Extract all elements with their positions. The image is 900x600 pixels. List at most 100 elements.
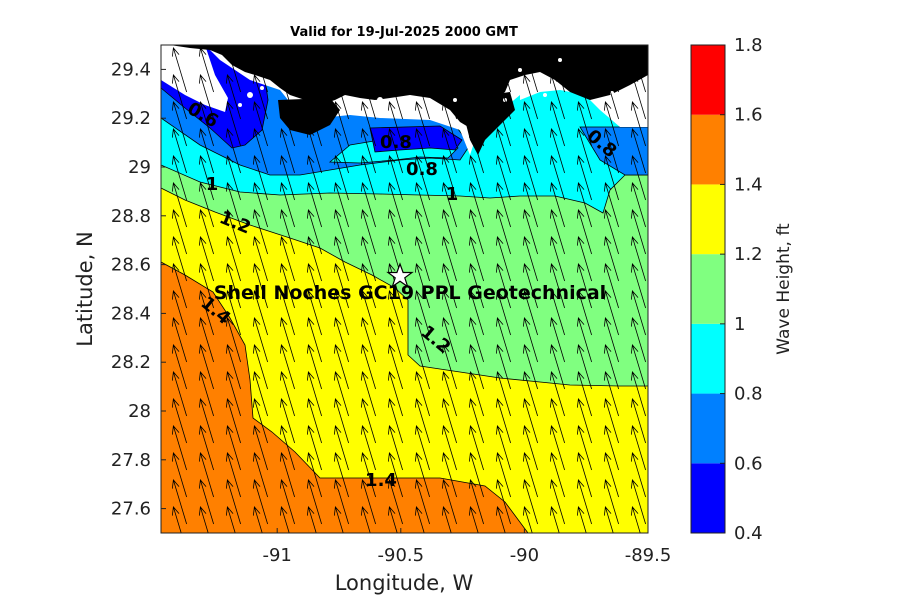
wave-arrow [576,452,592,498]
wave-arrow [576,101,592,147]
wave-arrow [225,506,236,533]
wave-arrow [414,155,430,201]
wave-arrow [549,209,565,255]
wave-arrow [225,101,241,147]
wave-arrow [333,371,349,417]
y-tick-label: 29.2 [111,108,151,129]
wave-arrow [360,344,376,390]
wave-arrow [522,155,538,201]
wave-arrow [495,371,511,417]
wave-arrow [603,425,619,471]
wave-arrow [549,506,560,533]
y-tick-label: 28 [128,401,151,422]
wave-arrow [252,398,268,444]
wave-arrow [387,425,403,471]
wave-arrow [414,74,430,120]
wave-arrow [549,344,565,390]
x-tick-label: -89.5 [625,545,672,566]
wave-arrow [252,209,268,255]
colorbar-ticks: 0.4 0.6 0.8 1 1.2 1.4 1.6 1.8 [720,35,763,544]
wave-arrow [468,101,484,147]
wave-arrow [225,128,241,174]
wave-arrow [495,425,511,471]
wave-arrow [630,317,646,363]
wave-arrow [360,47,376,93]
wave-arrow [576,506,587,533]
wave-arrow [360,236,376,282]
wave-arrow [495,398,511,444]
wave-arrow [198,425,214,471]
wave-arrow [252,452,268,498]
wave-arrow [360,263,376,309]
wave-arrow [387,128,403,174]
wave-arrow [198,344,214,390]
wave-arrow [630,425,646,471]
wave-arrow [279,74,295,120]
wave-arrow [387,101,403,147]
wave-arrow [225,398,241,444]
wave-arrow [252,101,268,147]
wave-arrow [360,182,376,228]
wave-arrow [441,290,457,336]
wave-arrow [360,155,376,201]
wave-arrow [522,425,538,471]
wave-arrow [171,425,187,471]
wave-arrow [252,47,268,93]
wave-arrow [630,398,646,444]
wave-arrow [198,371,214,417]
wave-arrow [279,506,290,533]
colorbar-tick-label: 1.4 [734,174,763,195]
wave-arrow [414,209,430,255]
wave-arrow [576,479,592,525]
wave-arrow [360,371,376,417]
wave-arrow [522,506,533,533]
y-axis: 27.6 27.8 28 28.2 28.4 28.6 28.8 29 29.2 29.4 [111,59,166,520]
wave-arrow [522,479,538,525]
wave-arrow [495,506,506,533]
wave-arrow [360,452,376,498]
wave-arrow [387,155,403,201]
wave-arrow [414,128,430,174]
wave-arrow [468,398,484,444]
wave-arrow [225,47,241,93]
wave-arrow [225,344,241,390]
wave-arrow [333,317,349,363]
wave-arrow [252,128,268,174]
y-tick-label: 29 [128,157,151,178]
wave-arrow [495,128,511,174]
wave-arrow [414,182,430,228]
wave-arrow [306,506,317,533]
wave-arrow [306,452,322,498]
wave-arrow [198,209,214,255]
wave-arrow [495,101,511,147]
wave-arrow [576,398,592,444]
wave-arrow [549,128,565,174]
colorbar-tick-label: 1.2 [734,244,763,265]
y-tick-label: 27.6 [111,499,151,520]
wave-arrow [630,236,646,282]
contour-label: 1.4 [365,470,397,491]
wave-arrow [549,290,565,336]
wave-arrow [441,371,457,417]
wave-arrow [360,425,376,471]
colorbar [691,45,725,533]
wave-arrow [171,371,187,417]
wave-arrow [414,290,430,336]
wave-arrow [387,452,403,498]
wave-arrow [171,344,187,390]
wave-arrow [549,236,565,282]
wave-arrow [630,506,641,533]
wave-arrow [279,398,295,444]
wave-arrow [630,128,646,174]
wave-arrow [630,371,646,417]
wave-arrow [576,209,592,255]
wave-arrow [603,47,619,93]
wave-arrow [549,479,565,525]
wave-arrow [441,344,457,390]
wave-arrow [630,47,646,93]
wave-arrow [441,209,457,255]
colorbar-tick-label: 0.6 [734,453,763,474]
wave-direction-arrows [171,47,646,533]
wave-arrow [306,398,322,444]
wave-arrow [522,398,538,444]
